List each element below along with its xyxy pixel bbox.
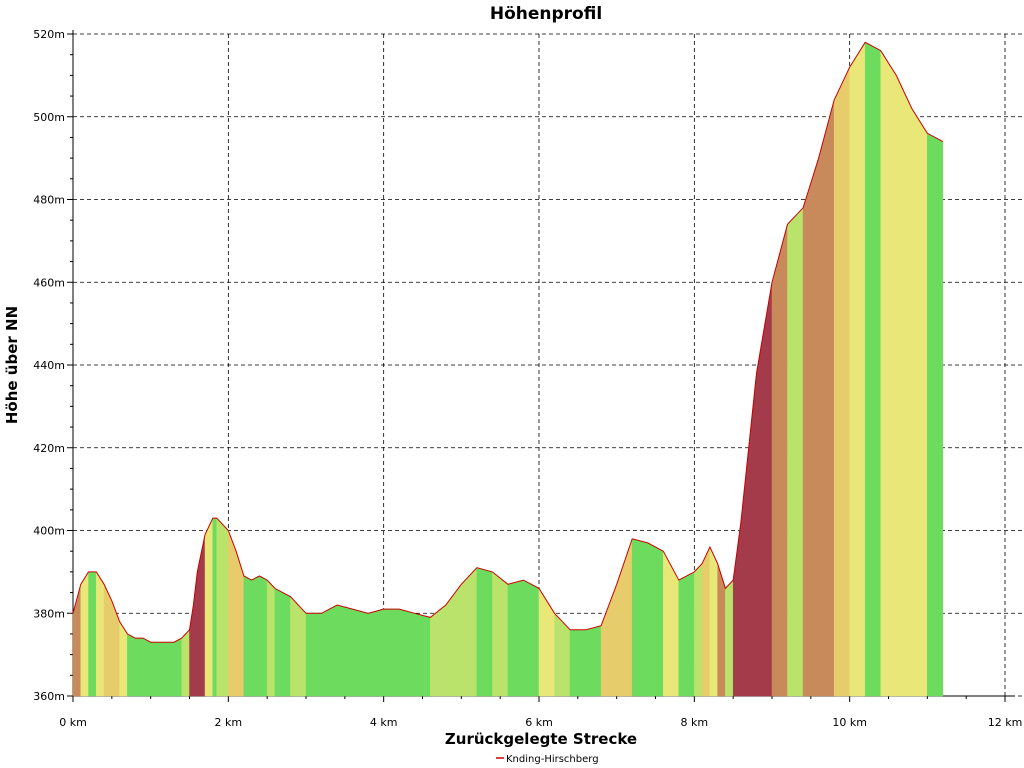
area-segment — [927, 132, 944, 697]
x-tick-label: 12 km — [988, 716, 1023, 729]
area-segment — [336, 604, 353, 697]
area-segment — [771, 224, 788, 697]
area-segment — [725, 579, 734, 697]
area-segment — [585, 625, 602, 697]
area-segment — [523, 579, 540, 697]
x-tick-label: 6 km — [525, 716, 553, 729]
y-tick-label: 380m — [33, 607, 65, 620]
area-segment — [197, 534, 206, 697]
area-segment — [158, 641, 167, 697]
y-axis-title: Höhe über NN — [3, 306, 21, 424]
y-tick-label: 440m — [33, 359, 65, 372]
area-segment — [849, 41, 866, 697]
area-segment — [212, 517, 217, 697]
chart-title: Höhenprofil — [490, 4, 602, 24]
area-segment — [445, 583, 462, 697]
y-tick-label: 480m — [33, 194, 65, 207]
area-segment — [96, 571, 105, 697]
x-tick-label: 4 km — [370, 716, 398, 729]
area-segment — [740, 373, 757, 697]
area-segment — [72, 584, 82, 697]
area-segment — [290, 596, 307, 697]
y-tick-label: 360m — [33, 690, 65, 703]
area-segment — [701, 546, 711, 697]
area-segment — [165, 641, 175, 697]
area-segment — [259, 575, 268, 697]
area-segment — [430, 604, 447, 697]
area-segment — [787, 207, 804, 697]
x-tick-label: 10 km — [832, 716, 867, 729]
area-segment — [492, 571, 509, 697]
area-segment — [896, 75, 913, 697]
area-segment — [911, 107, 928, 697]
area-segment — [220, 521, 229, 697]
area-segment — [127, 633, 136, 697]
area-segment — [228, 530, 237, 697]
area-segment — [663, 551, 680, 697]
y-tick-label: 520m — [33, 28, 65, 41]
area-segment — [600, 584, 617, 697]
area-segment — [709, 546, 718, 697]
area-segment — [181, 629, 190, 697]
area-segment — [554, 612, 571, 697]
legend: Knding-Hirschberg — [496, 754, 599, 765]
area-segment — [204, 517, 214, 697]
area-segment — [476, 567, 493, 697]
area-segment — [647, 542, 664, 697]
area-segment — [864, 41, 881, 697]
area-segment — [251, 575, 260, 697]
area-segment — [134, 637, 144, 697]
area-segment — [216, 517, 221, 697]
area-segment — [305, 613, 322, 697]
area-segment — [802, 158, 819, 697]
y-tick-label: 420m — [33, 442, 65, 455]
area-segment — [631, 538, 648, 697]
y-tick-label: 460m — [33, 276, 65, 289]
area-segment — [414, 612, 431, 697]
y-tick-label: 500m — [33, 111, 65, 124]
area-segment — [173, 637, 182, 697]
area-segment — [352, 608, 369, 697]
area-segment — [243, 575, 252, 697]
area-segment — [88, 571, 97, 697]
area-segment — [150, 641, 159, 697]
series-line — [72, 41, 944, 643]
area-segment — [818, 100, 835, 697]
area-segment — [694, 562, 703, 697]
area-segment — [756, 282, 773, 697]
area-segment — [538, 587, 555, 697]
area-segment — [103, 584, 113, 697]
area-segment — [111, 600, 120, 697]
legend-label: Knding-Hirschberg — [506, 754, 599, 765]
area-segment — [678, 571, 695, 697]
area-segment — [461, 567, 478, 697]
area-segment — [367, 608, 384, 697]
area-fill — [72, 41, 944, 697]
area-segment — [507, 579, 524, 697]
area-segment — [142, 637, 151, 697]
area-segment — [266, 579, 276, 697]
area-segment — [880, 49, 897, 697]
area-segment — [80, 571, 89, 697]
area-segment — [398, 608, 415, 697]
y-tick-label: 400m — [33, 525, 65, 538]
area-segment — [282, 592, 291, 697]
x-tick-label: 8 km — [681, 716, 709, 729]
area-segment — [569, 629, 586, 697]
x-axis-title: Zurückgelegte Strecke — [445, 730, 637, 748]
area-segment — [833, 66, 850, 697]
x-tick-label: 0 km — [59, 716, 87, 729]
area-segment — [383, 608, 400, 697]
x-tick-label: 2 km — [215, 716, 243, 729]
area-segment — [321, 604, 338, 697]
area-segment — [274, 588, 283, 697]
